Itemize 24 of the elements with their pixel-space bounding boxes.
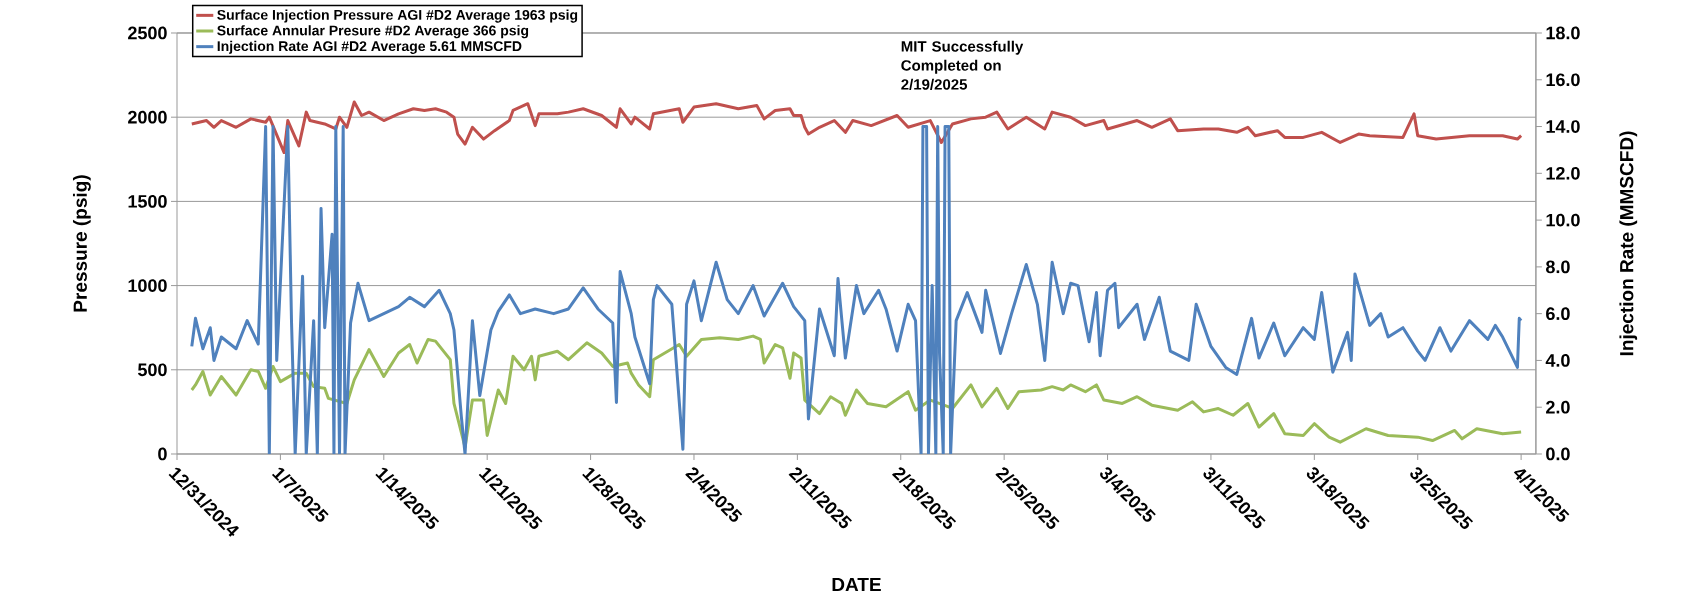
- line-series: [190, 100, 1523, 155]
- y2-axis-title: Injection Rate (MMSCFD): [1619, 131, 1638, 356]
- legend-label: Surface Injection Pressure AGI #D2 Average 1963 psig: [217, 9, 578, 23]
- y-tick-label: 2000: [128, 110, 167, 124]
- y2-tick-label: 18.0: [1546, 26, 1580, 40]
- x-axis-title: DATE: [832, 577, 881, 592]
- legend-label: Surface Annular Presure #D2 Average 366 psig: [217, 25, 529, 39]
- y2-tick-label: 6.0: [1546, 307, 1570, 321]
- y2-tick-label: 8.0: [1545, 260, 1570, 274]
- y-axis-title: Pressure (psig): [72, 175, 91, 312]
- y-tick-label: 500: [138, 363, 167, 377]
- y2-tick-label: 14.0: [1546, 120, 1580, 133]
- y2-tick-label: 16.0: [1546, 73, 1580, 87]
- y-tick-label: 1500: [128, 195, 167, 208]
- annotation: MIT Successfully Completed on 2/19/2025: [901, 40, 1024, 90]
- y-tick-label: 0: [158, 447, 167, 461]
- legend-label: Injection Rate AGI #D2 Average 5.61 MMSCFD: [217, 40, 522, 54]
- y2-tick-label: 12.0: [1546, 166, 1580, 180]
- y2-tick-label: 2.0: [1546, 400, 1570, 414]
- y2-tick-label: 0.0: [1546, 447, 1570, 461]
- y2-tick-label: 10.0: [1546, 213, 1580, 227]
- y-tick-label: 1000: [128, 279, 167, 292]
- y2-tick-label: 4.0: [1545, 354, 1570, 367]
- y-tick-label: 2500: [128, 26, 167, 40]
